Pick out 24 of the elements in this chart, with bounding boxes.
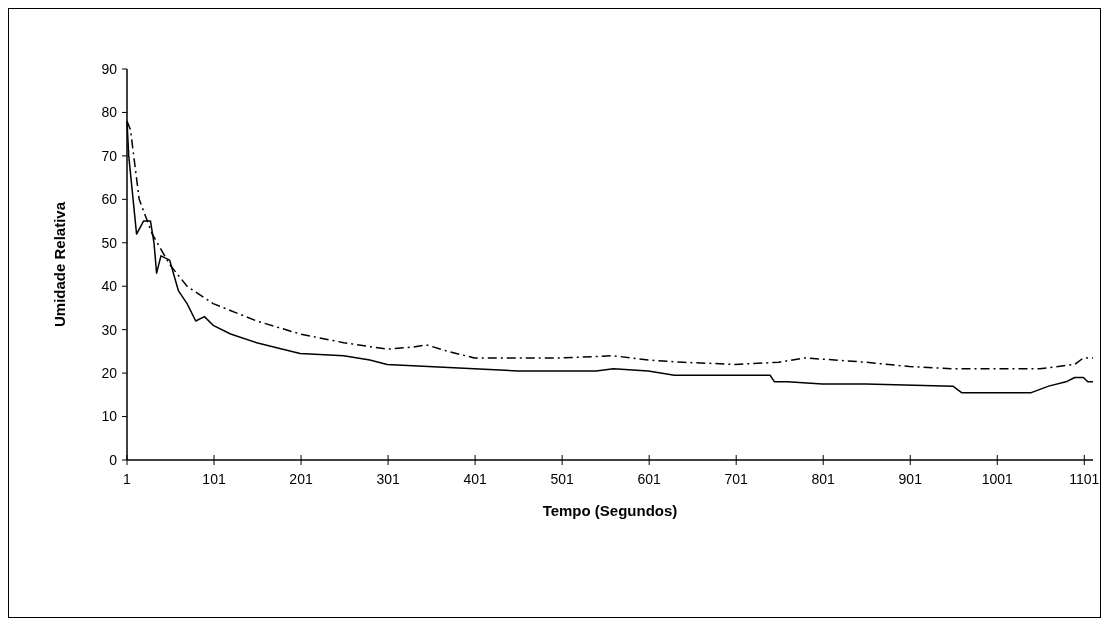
y-tick-label: 20 (101, 365, 118, 382)
x-tick-label: 501 (550, 471, 575, 487)
y-tick-label: 50 (101, 234, 118, 251)
x-tick-label: 601 (637, 471, 662, 487)
x-tick-label: 1 (123, 471, 132, 487)
x-tick-label: 101 (202, 471, 226, 487)
y-axis-title: Umidade Relativa (51, 201, 68, 328)
y-tick-label: 30 (101, 321, 118, 338)
x-tick-label: 1101 (1069, 471, 1100, 487)
x-axis-title: Tempo (Segundos) (542, 502, 678, 519)
y-tick-label: 90 (101, 60, 118, 77)
x-tick-label: 201 (289, 471, 313, 487)
y-tick-label: 80 (101, 104, 118, 121)
x-tick-label: 301 (376, 471, 400, 487)
x-tick-label: 401 (463, 471, 487, 487)
y-tick-label: 10 (101, 408, 118, 425)
x-tick-label: 1001 (981, 471, 1014, 487)
x-tick-label: 801 (811, 471, 836, 487)
y-tick-label: 0 (109, 451, 118, 468)
y-tick-label: 60 (101, 191, 118, 208)
x-tick-label: 901 (898, 471, 923, 487)
y-tick-label: 70 (101, 147, 118, 164)
x-tick-label: 701 (724, 471, 749, 487)
y-tick-label: 40 (101, 278, 118, 295)
